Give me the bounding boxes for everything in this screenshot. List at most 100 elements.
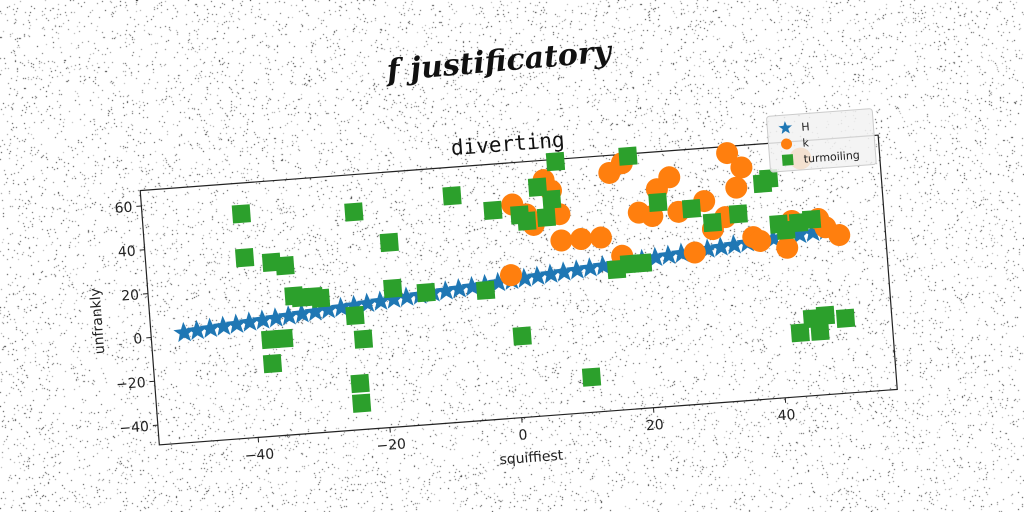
- data-point: [570, 228, 593, 251]
- y-tick-label: 60: [114, 200, 133, 217]
- data-point: [589, 226, 612, 249]
- data-point: [759, 168, 779, 189]
- data-point: [448, 278, 470, 299]
- data-point: [382, 288, 404, 309]
- data-point: [351, 393, 372, 413]
- legend-marker-H: [778, 121, 792, 135]
- data-point: [356, 292, 378, 313]
- data-point: [186, 319, 208, 341]
- data-point: [553, 261, 574, 282]
- x-tick-label: 20: [645, 417, 664, 434]
- data-point: [828, 224, 851, 247]
- x-axis-label: squiffiest: [499, 448, 564, 469]
- data-point: [632, 253, 653, 273]
- y-tick-label: −20: [116, 375, 147, 393]
- y-tick-label: 20: [121, 287, 140, 304]
- legend-frame: [766, 108, 877, 173]
- data-point: [581, 367, 602, 387]
- data-point: [697, 238, 719, 259]
- y-tick-label: 40: [117, 243, 136, 260]
- data-point: [262, 353, 283, 374]
- data-point: [513, 267, 535, 288]
- data-point: [517, 211, 537, 231]
- data-point: [199, 317, 221, 338]
- y-tick-label: 0: [133, 331, 143, 348]
- data-point: [278, 305, 299, 326]
- data-point: [304, 300, 326, 322]
- axes-frame: [139, 134, 898, 446]
- data-point: [526, 265, 548, 286]
- data-point: [618, 146, 638, 166]
- data-point: [545, 151, 566, 172]
- data-point: [810, 321, 830, 341]
- data-point: [275, 256, 295, 276]
- data-point: [317, 298, 339, 320]
- data-point: [801, 209, 822, 230]
- data-point: [395, 286, 417, 307]
- data-point: [238, 311, 260, 332]
- data-point: [725, 176, 748, 199]
- data-point: [648, 192, 668, 213]
- data-point: [550, 229, 573, 252]
- y-tick-label: −40: [119, 419, 150, 437]
- data-point: [728, 204, 748, 224]
- y-axis-label: unfrankly: [87, 288, 108, 355]
- data-point: [231, 204, 251, 224]
- data-point: [173, 321, 195, 343]
- data-point: [416, 282, 436, 303]
- data-point: [566, 259, 588, 280]
- legend-marker-k: [781, 138, 793, 150]
- series-turmoiling: [231, 146, 856, 413]
- data-point: [251, 309, 273, 330]
- data-point: [723, 234, 745, 255]
- data-point: [749, 229, 772, 252]
- data-point: [353, 329, 374, 349]
- data-point: [265, 307, 286, 328]
- data-point: [540, 263, 561, 284]
- legend-label-H: H: [801, 120, 810, 134]
- data-point: [274, 328, 294, 349]
- data-point: [683, 241, 706, 264]
- data-point: [788, 223, 810, 245]
- data-point: [225, 313, 247, 334]
- data-point: [369, 290, 391, 311]
- data-point: [442, 186, 462, 206]
- legend-label-turmoiling: turmoiling: [803, 149, 860, 166]
- data-point: [499, 264, 522, 287]
- data-point: [710, 236, 732, 257]
- data-point: [644, 246, 666, 268]
- data-point: [776, 236, 799, 259]
- data-point: [234, 248, 255, 268]
- data-point: [801, 221, 823, 242]
- data-point: [291, 303, 313, 324]
- legend-marker-turmoiling: [781, 154, 794, 166]
- data-point: [716, 142, 739, 165]
- data-point: [512, 326, 532, 346]
- data-point: [835, 308, 856, 328]
- data-point: [657, 244, 679, 265]
- data-point: [379, 232, 399, 253]
- x-tick-label: 0: [518, 427, 528, 444]
- data-point: [681, 199, 702, 219]
- data-point: [212, 315, 234, 336]
- x-tick-label: 40: [777, 407, 796, 424]
- data-point: [542, 189, 562, 209]
- data-point: [483, 200, 503, 221]
- data-point: [350, 373, 370, 394]
- data-point: [435, 280, 457, 301]
- data-point: [815, 305, 836, 326]
- data-point: [475, 280, 496, 300]
- data-point: [579, 257, 601, 278]
- data-point: [658, 166, 681, 189]
- data-point: [536, 207, 557, 228]
- data-point: [487, 271, 509, 293]
- x-tick-label: −20: [376, 436, 407, 454]
- legend-label-k: k: [802, 136, 810, 149]
- x-tick-label: −40: [244, 446, 275, 464]
- data-point: [310, 288, 331, 308]
- data-point: [702, 212, 723, 233]
- data-point: [344, 202, 364, 222]
